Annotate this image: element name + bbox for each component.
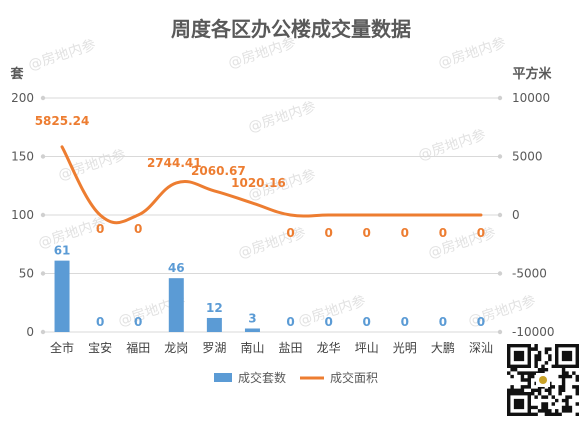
x-tick-label: 龙岗 [164,341,188,355]
x-tick-label: 光明 [393,341,417,355]
gridline-end-dot [40,95,46,101]
bar-data-label: 0 [439,315,447,329]
watermark-text: @房地内参 [416,126,488,164]
line-data-label: 0 [363,226,371,240]
bar-data-label: 0 [324,315,332,329]
bar-data-label: 0 [477,315,485,329]
x-tick-label: 盐田 [279,341,303,355]
watermark-text: @房地内参 [236,224,308,262]
x-tick-label: 坪山 [355,341,379,355]
line-series-area[interactable] [60,145,483,225]
gridline-end-dot [497,271,503,276]
bar-data-label: 0 [134,315,142,329]
line-data-label: 2744.41 [147,156,202,170]
y-left-tick-label: 0 [26,325,34,339]
y-left-tick-label: 150 [11,150,34,164]
x-tick-label: 宝安 [88,340,112,355]
x-tick-label: 全市 [50,340,74,355]
x-tick-label: 罗湖 [202,340,226,355]
x-tick-label: 深汕 [469,341,493,355]
bar-data-label: 3 [248,311,256,325]
line-data-label: 0 [401,226,409,240]
bar-data-label: 0 [96,315,104,329]
y-right-tick-label: 5000 [512,150,543,164]
x-tick-label: 大鹏 [431,341,455,355]
y-right-unit-label: 平方米 [512,66,552,82]
y-right-tick-label: -5000 [512,267,547,281]
legend-swatch-bars [214,373,232,382]
y-left-tick-label: 50 [19,267,34,281]
bar-data-label: 46 [168,261,185,275]
chart-title: 周度各区办公楼成交量数据 [171,17,411,41]
line-data-label: 2060.67 [191,164,246,178]
x-tick-label: 龙华 [317,341,341,355]
line-data-label: 0 [324,226,332,240]
gridline-end-dot [497,212,503,218]
gridline-end-dot [497,95,503,101]
x-tick-label: 南山 [240,340,264,355]
gridline-end-dot [497,154,503,159]
bar-全市[interactable] [54,260,70,332]
legend-label-line: 成交面积 [330,370,378,385]
gridline-end-dot [40,154,46,159]
qr-logo-icon [539,376,547,384]
line-data-label: 0 [286,226,294,240]
line-data-label: 0 [96,222,104,236]
y-left-tick-label: 100 [11,208,34,222]
line-data-label: 0 [134,222,142,236]
qr-code-modules [507,344,579,416]
line-data-label: 1020.16 [231,176,286,190]
x-tick-label: 福田 [126,340,150,355]
bar-data-label: 0 [363,315,371,329]
line-data-label: 0 [477,226,485,240]
y-right-tick-label: -10000 [512,325,555,339]
watermark-text: @房地内参 [26,36,98,74]
gridline-end-dot [40,212,46,218]
bar-龙岗[interactable] [168,278,184,332]
bar-南山[interactable] [244,328,260,332]
bar-data-label: 0 [286,315,294,329]
watermark-text: @房地内参 [56,146,128,184]
watermark-text: @房地内参 [246,98,318,136]
bar-罗湖[interactable] [206,317,222,332]
line-data-label: 5825.24 [35,114,90,128]
gridline-end-dot [40,271,46,276]
watermark-text: @房地内参 [426,224,498,262]
bar-data-label: 12 [206,301,223,315]
line-data-label: 0 [439,226,447,240]
y-left-tick-label: 200 [11,91,34,105]
legend-label-bars: 成交套数 [238,370,286,385]
bar-data-label: 61 [54,244,71,258]
gridline-end-dot [497,329,503,335]
watermark-text: @房地内参 [436,34,508,72]
bar-data-label: 0 [401,315,409,329]
gridline-end-dot [40,329,46,335]
y-right-tick-label: 0 [512,208,520,222]
y-left-unit-label: 套 [9,66,24,82]
y-right-tick-label: 10000 [512,91,550,105]
